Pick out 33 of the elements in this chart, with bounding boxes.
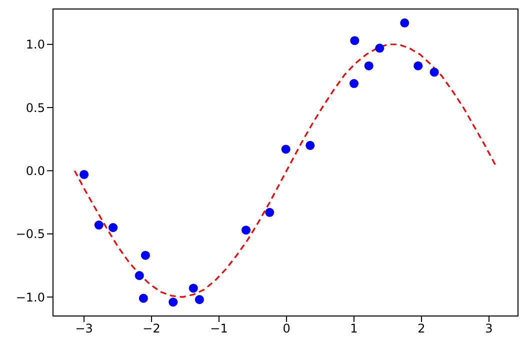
point — [138, 294, 148, 303]
point — [134, 271, 144, 280]
x-tick-label: 3 — [485, 322, 493, 336]
y-tick-label: 1.0 — [26, 38, 45, 52]
x-tick-label: −1 — [210, 322, 228, 336]
y-tick-label: 0.5 — [26, 100, 45, 115]
point — [306, 140, 315, 150]
x-tick-label: 1 — [350, 322, 358, 336]
x-tick-label: 0 — [282, 322, 290, 336]
point — [188, 284, 198, 293]
point — [400, 18, 410, 28]
point — [414, 61, 423, 70]
x-tick-label: −2 — [142, 322, 160, 336]
point — [108, 223, 118, 232]
point — [349, 79, 359, 88]
point — [168, 298, 178, 307]
point — [281, 144, 290, 154]
point — [242, 226, 251, 235]
y-tick-label: −0.5 — [16, 227, 45, 242]
point — [364, 61, 374, 70]
point — [80, 170, 89, 180]
point — [265, 208, 274, 217]
point — [375, 44, 384, 53]
point — [350, 36, 360, 46]
line-series — [74, 44, 497, 298]
y-tick-label: −1.0 — [16, 290, 45, 304]
point — [140, 250, 150, 260]
y-tick-label: 0.0 — [26, 164, 45, 178]
x-tick-label: 2 — [418, 322, 426, 336]
point — [94, 220, 104, 230]
x-tick-label: −3 — [75, 322, 93, 336]
point — [194, 295, 204, 304]
point — [430, 68, 439, 77]
